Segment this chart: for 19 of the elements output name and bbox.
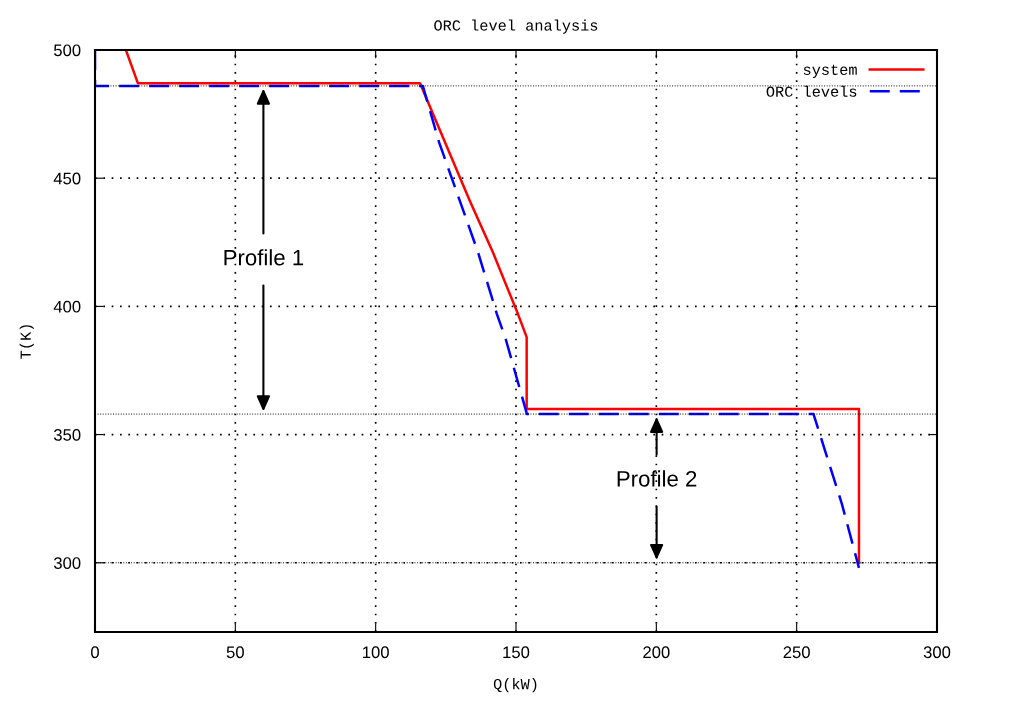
annotation: Profile 1 — [224, 249, 304, 266]
annotation: Profile 2 — [617, 470, 697, 487]
y-tick-label: 300 — [53, 557, 81, 569]
legend-label: system — [803, 64, 857, 78]
y-tick-label: 450 — [53, 172, 81, 185]
y-axis-title: T(K) — [19, 325, 34, 359]
x-tick-label: 0 — [91, 646, 99, 659]
x-axis-title: Q(kW) — [493, 678, 537, 693]
legend-label: ORC levels — [766, 85, 857, 97]
x-tick-label: 250 — [783, 646, 810, 659]
x-tick-label: 300 — [923, 646, 951, 659]
x-tick-label: 50 — [226, 646, 244, 659]
chart-title: ORC level analysis — [434, 19, 598, 34]
x-tick-label: 100 — [363, 646, 389, 659]
y-tick-label: 400 — [53, 300, 81, 313]
x-tick-label: 200 — [643, 646, 670, 659]
y-tick-label: 500 — [53, 44, 81, 57]
x-tick-label: 150 — [503, 646, 530, 659]
y-tick-label: 350 — [53, 428, 81, 441]
